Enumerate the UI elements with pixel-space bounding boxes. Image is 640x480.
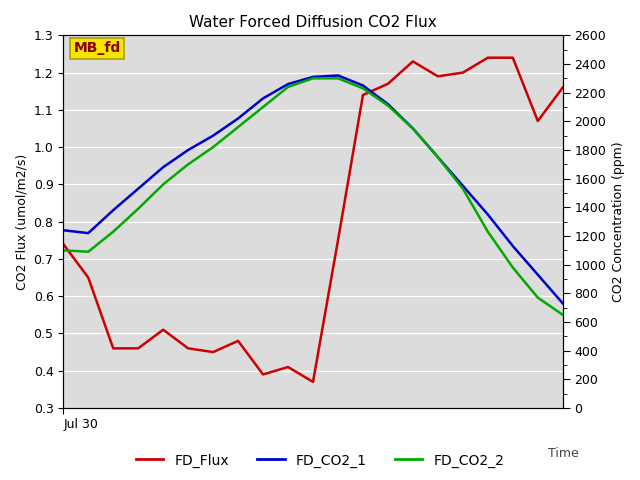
FD_Flux xyxy=(534,118,541,124)
FD_CO2_2 xyxy=(334,75,342,81)
FD_Flux xyxy=(484,55,492,60)
FD_Flux xyxy=(459,70,467,75)
FD_CO2_2 xyxy=(534,295,541,300)
Y-axis label: CO2 Concentration (ppm): CO2 Concentration (ppm) xyxy=(612,141,625,302)
FD_CO2_2 xyxy=(559,312,566,318)
FD_CO2_1 xyxy=(409,126,417,132)
FD_Flux xyxy=(434,73,442,79)
FD_CO2_1 xyxy=(359,83,367,88)
FD_Flux xyxy=(84,275,92,280)
FD_CO2_2 xyxy=(184,161,192,167)
FD_Flux xyxy=(134,346,142,351)
FD_CO2_2 xyxy=(209,144,217,150)
FD_Flux xyxy=(184,346,192,351)
Legend: FD_Flux, FD_CO2_1, FD_CO2_2: FD_Flux, FD_CO2_1, FD_CO2_2 xyxy=(130,448,510,473)
FD_CO2_2 xyxy=(434,154,442,160)
FD_CO2_1 xyxy=(384,101,392,107)
FD_Flux xyxy=(209,349,217,355)
FD_CO2_1 xyxy=(209,133,217,139)
FD_CO2_2 xyxy=(60,248,67,253)
FD_Flux xyxy=(384,81,392,87)
FD_CO2_1 xyxy=(259,96,267,101)
FD_Flux xyxy=(359,92,367,98)
FD_Flux xyxy=(259,372,267,377)
FD_CO2_2 xyxy=(259,104,267,110)
FD_Flux xyxy=(234,338,242,344)
FD_CO2_1 xyxy=(534,272,541,277)
FD_CO2_1 xyxy=(184,147,192,153)
FD_CO2_1 xyxy=(434,154,442,160)
FD_CO2_2 xyxy=(234,124,242,130)
FD_CO2_1 xyxy=(509,243,516,249)
FD_CO2_2 xyxy=(109,229,117,235)
FD_CO2_1 xyxy=(134,186,142,192)
FD_Flux xyxy=(309,379,317,385)
FD_CO2_1 xyxy=(459,183,467,189)
Title: Water Forced Diffusion CO2 Flux: Water Forced Diffusion CO2 Flux xyxy=(189,15,437,30)
FD_CO2_1 xyxy=(60,228,67,233)
FD_CO2_2 xyxy=(484,229,492,235)
FD_Flux xyxy=(60,241,67,247)
FD_Flux xyxy=(509,55,516,60)
FD_CO2_1 xyxy=(334,72,342,78)
FD_CO2_2 xyxy=(409,126,417,132)
FD_CO2_2 xyxy=(359,85,367,91)
FD_CO2_1 xyxy=(284,81,292,87)
FD_CO2_2 xyxy=(309,75,317,81)
FD_CO2_2 xyxy=(134,206,142,212)
FD_Flux xyxy=(334,238,342,243)
FD_Flux xyxy=(409,59,417,64)
FD_Flux xyxy=(284,364,292,370)
Line: FD_Flux: FD_Flux xyxy=(63,58,563,382)
Text: MB_fd: MB_fd xyxy=(73,41,120,55)
FD_CO2_2 xyxy=(384,103,392,108)
FD_CO2_1 xyxy=(234,116,242,121)
FD_CO2_2 xyxy=(284,84,292,90)
FD_CO2_2 xyxy=(509,264,516,270)
FD_Flux xyxy=(159,327,167,333)
FD_CO2_2 xyxy=(159,181,167,187)
Line: FD_CO2_1: FD_CO2_1 xyxy=(63,75,563,303)
FD_CO2_1 xyxy=(484,212,492,217)
FD_CO2_1 xyxy=(109,207,117,213)
FD_CO2_1 xyxy=(84,230,92,236)
FD_CO2_1 xyxy=(309,74,317,80)
Line: FD_CO2_2: FD_CO2_2 xyxy=(63,78,563,315)
FD_CO2_1 xyxy=(159,164,167,170)
FD_CO2_2 xyxy=(459,186,467,192)
FD_CO2_2 xyxy=(84,249,92,254)
FD_Flux xyxy=(109,346,117,351)
FD_CO2_1 xyxy=(559,300,566,306)
FD_Flux xyxy=(559,84,566,90)
Y-axis label: CO2 Flux (umol/m2/s): CO2 Flux (umol/m2/s) xyxy=(15,154,28,290)
Text: Time: Time xyxy=(548,447,579,460)
